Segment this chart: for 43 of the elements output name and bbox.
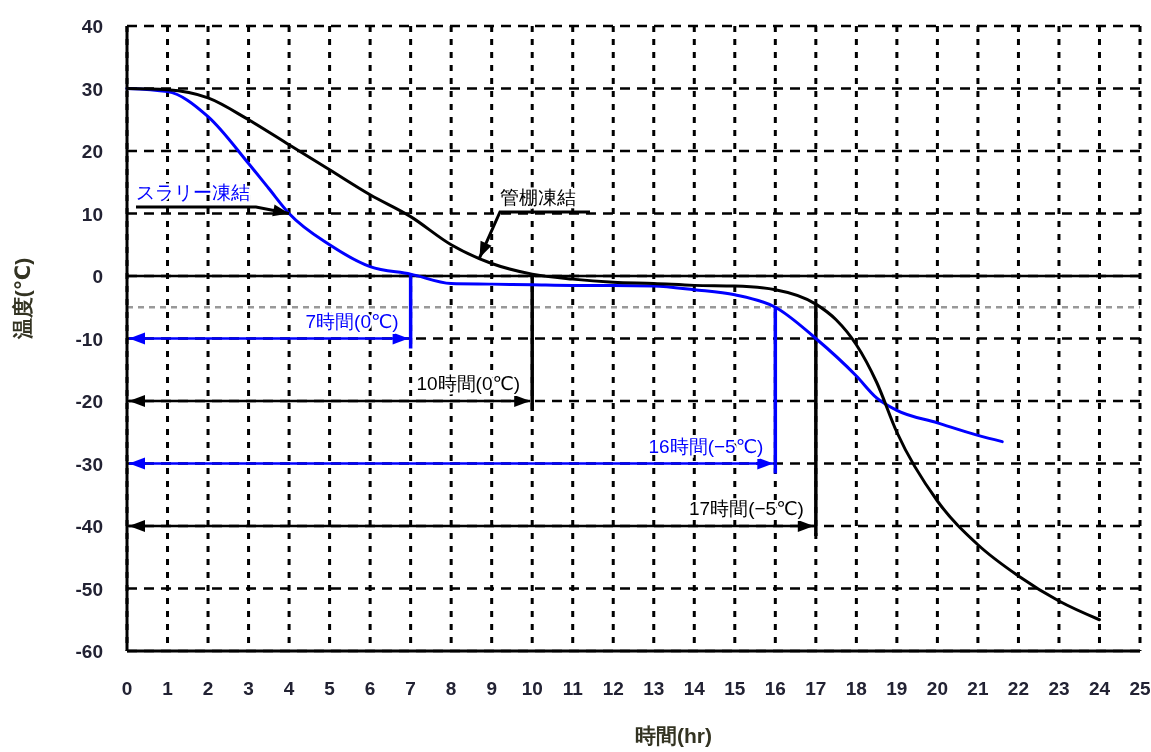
x-tick-label: 2: [202, 678, 214, 699]
x-tick-label: 13: [643, 678, 665, 699]
x-tick-label: 18: [845, 678, 867, 699]
y-tick-label: 0: [92, 266, 103, 287]
x-tick-label: 20: [926, 678, 948, 699]
x-tick-label: 4: [283, 678, 295, 699]
x-tick-label: 16: [764, 678, 786, 699]
y-tick-label: -40: [75, 516, 103, 537]
x-tick-label: 23: [1048, 678, 1070, 699]
x-tick-label: 24: [1088, 678, 1111, 699]
x-tick-label: 17: [805, 678, 827, 699]
x-tick-label: 8: [445, 678, 457, 699]
x-tick-label: 22: [1007, 678, 1030, 699]
x-tick-label: 25: [1129, 678, 1151, 699]
y-tick-label: -10: [75, 328, 103, 350]
x-tick-label: 3: [243, 678, 254, 699]
y-tick-label: 40: [81, 16, 103, 37]
y-tick-label: -60: [75, 641, 103, 662]
y-axis-title: 温度(℃): [11, 257, 34, 341]
x-tick-label: 11: [562, 678, 584, 699]
y-tick-label: -30: [75, 453, 103, 475]
y-tick-label: 30: [81, 78, 103, 100]
x-tick-label: 21: [967, 678, 989, 699]
x-tick-label: 5: [324, 678, 336, 699]
y-tick-label: 10: [81, 203, 103, 225]
x-tick-label: 14: [683, 678, 706, 699]
x-tick-label: 12: [602, 678, 624, 699]
x-tick-label: 15: [724, 678, 746, 699]
text: 管棚凍結: [500, 187, 576, 208]
y-tick-label: -50: [75, 578, 103, 600]
ref-line-label: 16時間(−5℃): [648, 435, 764, 457]
ref-line-label: 7時間(0℃): [305, 310, 399, 332]
y-tick-label: -20: [75, 391, 103, 412]
x-tick-label: 6: [364, 678, 376, 699]
series-label: スラリー凍結: [136, 182, 250, 203]
x-axis-title: 時間(hr): [635, 724, 712, 747]
x-tick-label: 1: [162, 678, 174, 699]
x-tick-label: 7: [405, 678, 416, 699]
x-tick-label: 10: [521, 678, 543, 699]
x-tick-label: 9: [486, 678, 497, 699]
x-tick-label: 0: [121, 678, 133, 699]
x-tick-label: 19: [886, 678, 908, 699]
y-tick-label: 20: [81, 141, 103, 162]
